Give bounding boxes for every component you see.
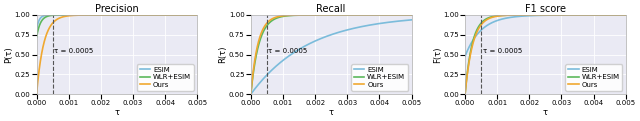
ESIM — [530, 15, 538, 16]
Ours — [266, 20, 273, 22]
Text: τ = 0.0005: τ = 0.0005 — [54, 48, 93, 54]
WLR+ESIM — [173, 14, 180, 16]
Ours — [408, 14, 415, 16]
ESIM — [404, 19, 412, 21]
ESIM — [266, 72, 273, 73]
Ours — [316, 14, 323, 16]
WLR+ESIM — [266, 22, 273, 24]
Legend: ESIM, WLR+ESIM, Ours: ESIM, WLR+ESIM, Ours — [351, 64, 408, 91]
Ours — [193, 14, 201, 16]
Ours — [247, 93, 255, 95]
ESIM — [602, 14, 609, 16]
WLR+ESIM — [316, 14, 323, 16]
Ours — [622, 14, 630, 16]
Ours — [61, 16, 68, 17]
WLR+ESIM — [190, 14, 198, 16]
Ours — [51, 20, 59, 22]
Ours — [404, 14, 412, 16]
Line: ESIM: ESIM — [251, 20, 412, 94]
ESIM — [408, 19, 415, 21]
ESIM — [461, 55, 469, 57]
WLR+ESIM — [461, 93, 469, 95]
Ours — [479, 22, 487, 23]
Line: ESIM: ESIM — [36, 15, 197, 29]
WLR+ESIM — [404, 14, 412, 16]
WLR+ESIM — [33, 36, 40, 38]
Title: Recall: Recall — [316, 4, 346, 14]
Line: ESIM: ESIM — [465, 15, 626, 56]
Text: τ = 0.0005: τ = 0.0005 — [269, 48, 308, 54]
ESIM — [275, 63, 282, 65]
WLR+ESIM — [61, 14, 68, 16]
Title: Precision: Precision — [95, 4, 139, 14]
Y-axis label: P(τ): P(τ) — [4, 46, 13, 63]
Ours — [523, 14, 531, 16]
ESIM — [247, 93, 255, 95]
WLR+ESIM — [51, 14, 59, 16]
WLR+ESIM — [619, 14, 627, 16]
ESIM — [101, 14, 109, 16]
Line: WLR+ESIM: WLR+ESIM — [251, 15, 412, 94]
WLR+ESIM — [489, 16, 497, 17]
WLR+ESIM — [101, 14, 109, 16]
Ours — [602, 14, 609, 16]
Ours — [33, 93, 40, 95]
WLR+ESIM — [275, 17, 282, 18]
Ours — [308, 14, 316, 16]
WLR+ESIM — [193, 14, 201, 16]
WLR+ESIM — [171, 14, 179, 16]
Ours — [275, 16, 282, 17]
Y-axis label: R(τ): R(τ) — [218, 46, 227, 63]
WLR+ESIM — [408, 14, 415, 16]
Ours — [101, 14, 109, 16]
Ours — [530, 14, 538, 16]
X-axis label: τ: τ — [115, 108, 120, 117]
Legend: ESIM, WLR+ESIM, Ours: ESIM, WLR+ESIM, Ours — [565, 64, 622, 91]
WLR+ESIM — [247, 93, 255, 95]
ESIM — [619, 14, 627, 16]
Line: Ours: Ours — [36, 15, 197, 94]
Y-axis label: F(τ): F(τ) — [433, 46, 442, 63]
X-axis label: τ: τ — [328, 108, 333, 117]
Text: τ = 0.0005: τ = 0.0005 — [483, 48, 522, 54]
ESIM — [387, 21, 395, 23]
ESIM — [173, 14, 180, 16]
Line: Ours: Ours — [251, 15, 412, 94]
Line: Ours: Ours — [465, 15, 626, 94]
Ours — [94, 14, 102, 16]
WLR+ESIM — [94, 14, 102, 16]
WLR+ESIM — [523, 14, 531, 16]
Line: WLR+ESIM: WLR+ESIM — [465, 15, 626, 94]
ESIM — [489, 22, 497, 23]
WLR+ESIM — [479, 20, 487, 22]
Title: F1 score: F1 score — [525, 4, 566, 14]
WLR+ESIM — [530, 14, 538, 16]
ESIM — [94, 14, 102, 16]
Ours — [190, 14, 198, 16]
Ours — [619, 14, 627, 16]
ESIM — [124, 14, 132, 16]
WLR+ESIM — [387, 14, 395, 16]
X-axis label: τ: τ — [543, 108, 548, 117]
ESIM — [622, 14, 630, 16]
Ours — [489, 16, 497, 18]
WLR+ESIM — [602, 14, 609, 16]
Ours — [173, 14, 180, 16]
ESIM — [190, 14, 198, 16]
Ours — [461, 93, 469, 95]
Ours — [387, 14, 395, 16]
WLR+ESIM — [622, 14, 630, 16]
ESIM — [61, 14, 68, 16]
WLR+ESIM — [308, 14, 316, 16]
Line: WLR+ESIM: WLR+ESIM — [36, 15, 197, 37]
ESIM — [523, 15, 531, 17]
ESIM — [33, 28, 40, 30]
ESIM — [193, 14, 201, 16]
ESIM — [308, 42, 316, 43]
ESIM — [479, 27, 487, 29]
Legend: ESIM, WLR+ESIM, Ours: ESIM, WLR+ESIM, Ours — [137, 64, 194, 91]
ESIM — [51, 14, 59, 16]
ESIM — [316, 38, 323, 40]
